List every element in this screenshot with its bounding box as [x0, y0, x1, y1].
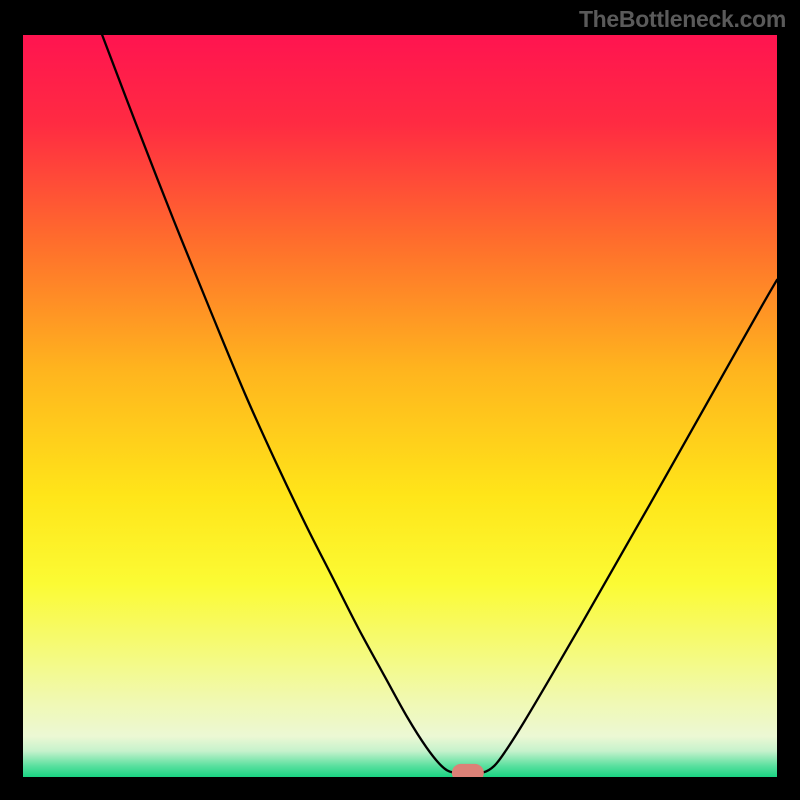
optimum-marker — [452, 764, 484, 777]
watermark-text: TheBottleneck.com — [579, 6, 786, 33]
chart-container: TheBottleneck.com — [0, 0, 800, 800]
plot-area — [23, 35, 777, 777]
bottleneck-chart-svg — [23, 35, 777, 777]
gradient-background — [23, 35, 777, 777]
